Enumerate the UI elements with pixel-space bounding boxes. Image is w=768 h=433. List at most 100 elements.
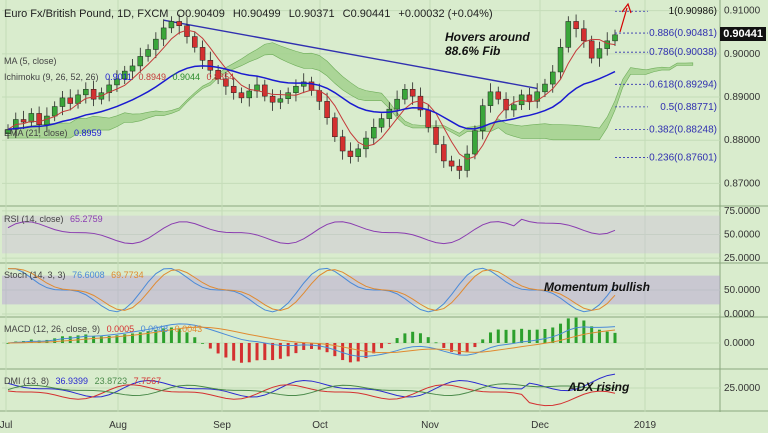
candle	[199, 47, 206, 61]
macd-pane[interactable]	[6, 317, 617, 363]
minus-di-line	[7, 384, 616, 407]
macd-histogram-bar	[543, 328, 547, 343]
osc-tick-label: 50.0000	[724, 230, 761, 241]
candle	[215, 69, 221, 80]
macd-histogram-bar	[559, 323, 563, 343]
macd-histogram-bar	[271, 343, 275, 361]
candle	[223, 78, 229, 87]
month-label: 2019	[634, 420, 657, 431]
candle	[230, 85, 237, 93]
macd-histogram-bar	[551, 327, 555, 343]
candle	[207, 60, 214, 71]
macd-histogram-bar	[473, 343, 477, 348]
macd-histogram-bar	[247, 343, 251, 363]
price-tick-label: 0.90000	[724, 49, 761, 60]
candle	[464, 153, 470, 171]
macd-histogram-bar	[185, 332, 189, 343]
minus-di-value: 7.7567	[133, 376, 162, 386]
macd-histogram-bar	[348, 343, 352, 363]
macd-histogram-bar	[356, 343, 360, 362]
ichimoku-value-3: 0.9044	[172, 72, 201, 82]
price-pane[interactable]: 1(0.90986) 0.886(0.90481) 0.786(0.90038) 0.…	[5, 2, 718, 180]
candle	[324, 101, 330, 119]
rsi-legend[interactable]: RSI (14, close) 65.2759	[4, 214, 107, 224]
candle	[402, 88, 408, 100]
macd-histogram-bar	[418, 333, 422, 343]
macd-histogram-bar	[613, 332, 617, 343]
macd-histogram-bar	[535, 329, 539, 343]
dmi-legend[interactable]: DMI (13, 8) 36.9399 23.8723 7.7567	[4, 376, 165, 386]
fib-label: 0.382(0.88248)	[649, 125, 717, 136]
macd-histogram-bar	[6, 343, 10, 344]
ma-legend[interactable]: MA (5, close)	[4, 56, 61, 66]
macd-histogram-bar	[582, 320, 586, 343]
candle	[168, 21, 175, 29]
symbol-title[interactable]: Euro Fx/British Pound, 1D, FXCM	[4, 8, 169, 20]
rsi-value: 65.2759	[70, 214, 103, 224]
ma-legend-label: MA (5, close)	[4, 56, 57, 66]
macd-legend[interactable]: MACD (12, 26, close, 9) 0.0005 0.0048 0.…	[4, 324, 206, 334]
rsi-pane[interactable]	[2, 215, 720, 254]
candle	[51, 106, 58, 117]
macd-histogram-bar	[465, 343, 469, 353]
adx-value: 23.8723	[94, 376, 128, 386]
ichimoku-legend[interactable]: Ichimoku (9, 26, 52, 26) 0.9011 0.8949 0…	[4, 72, 238, 82]
stoch-pane[interactable]	[2, 267, 720, 313]
rsi-line	[7, 218, 616, 245]
candle	[192, 36, 198, 48]
candle	[332, 117, 338, 138]
month-label: Nov	[421, 420, 439, 431]
macd-signal-value: 0.0043	[174, 324, 203, 334]
month-label: Jul	[0, 420, 12, 431]
month-label: Aug	[109, 420, 127, 431]
candle	[511, 104, 517, 111]
stoch-k-line	[7, 267, 616, 313]
candle	[441, 144, 447, 162]
ichimoku-value-4: 0.8854	[206, 72, 235, 82]
ma-line	[7, 29, 616, 160]
candle	[269, 95, 276, 103]
price-tick-label: 0.87000	[724, 178, 761, 189]
candle	[448, 160, 455, 167]
macd-histogram-bar	[605, 331, 609, 343]
candle	[425, 109, 431, 128]
macd-histogram-bar	[107, 335, 111, 343]
price-tick-label: 0.89000	[724, 92, 761, 103]
stoch-legend[interactable]: Stoch (14, 3, 3) 76.6008 69.7734	[4, 270, 148, 280]
macd-histogram-bar	[123, 334, 127, 343]
macd-histogram-bar	[364, 343, 368, 359]
macd-histogram-bar	[154, 329, 158, 343]
macd-histogram-bar	[450, 343, 454, 352]
candle	[472, 130, 478, 155]
macd-histogram-bar	[177, 328, 181, 343]
ema-value: 0.8959	[74, 128, 102, 138]
ema-legend[interactable]: EMA (21, close) 0.8959	[4, 128, 106, 138]
candle	[526, 94, 533, 102]
dmi-pane[interactable]	[7, 373, 616, 407]
candle	[277, 98, 284, 103]
month-label: Sep	[213, 420, 231, 431]
macd-histogram-bar	[504, 329, 508, 343]
trendline	[163, 19, 538, 90]
candle	[285, 92, 291, 99]
macd-histogram-bar	[457, 343, 461, 355]
candle	[238, 92, 245, 99]
stoch-k-value: 76.6008	[72, 270, 105, 280]
open-value: O0.90409	[176, 8, 225, 20]
candle	[487, 91, 494, 106]
macd-histogram-bar	[527, 329, 531, 343]
macd-line-value: 0.0048	[140, 324, 169, 334]
macd-histogram-bar	[403, 333, 407, 343]
candle	[355, 148, 361, 157]
macd-histogram-bar	[380, 343, 384, 349]
macd-legend-label: MACD (12, 26, close, 9)	[4, 324, 101, 334]
candle	[378, 118, 385, 128]
dmi-legend-label: DMI (13, 8)	[4, 376, 50, 386]
osc-tick-label: 75.0000	[724, 206, 761, 217]
macd-histogram-bar	[286, 343, 290, 357]
fib-label: 0.786(0.90038)	[649, 47, 717, 58]
low-value: L0.90371	[288, 8, 335, 20]
macd-histogram-bar	[411, 331, 415, 343]
candle	[176, 21, 182, 27]
